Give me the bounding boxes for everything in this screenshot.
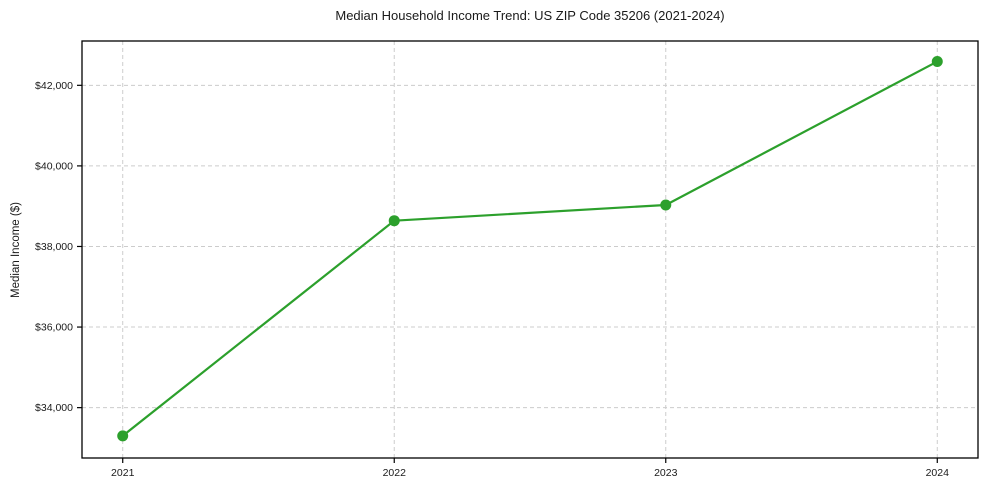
x-tick-label: 2024 [926, 467, 950, 479]
data-point-2021 [117, 430, 129, 442]
x-tick-label: 2021 [111, 467, 135, 479]
y-tick-label: $40,000 [35, 160, 73, 172]
data-point-2022 [388, 215, 400, 227]
data-point-2024 [931, 56, 943, 68]
y-tick-label: $38,000 [35, 241, 73, 253]
plot-border [81, 40, 979, 459]
y-tick-label: $42,000 [35, 80, 73, 92]
data-point-2023 [660, 199, 672, 211]
x-tick-label: 2022 [383, 467, 407, 479]
chart-title: Median Household Income Trend: US ZIP Co… [335, 8, 725, 23]
x-tick-label: 2023 [654, 467, 678, 479]
y-tick-label: $34,000 [35, 402, 73, 414]
y-tick-label: $36,000 [35, 322, 73, 334]
trend-line [121, 60, 939, 437]
